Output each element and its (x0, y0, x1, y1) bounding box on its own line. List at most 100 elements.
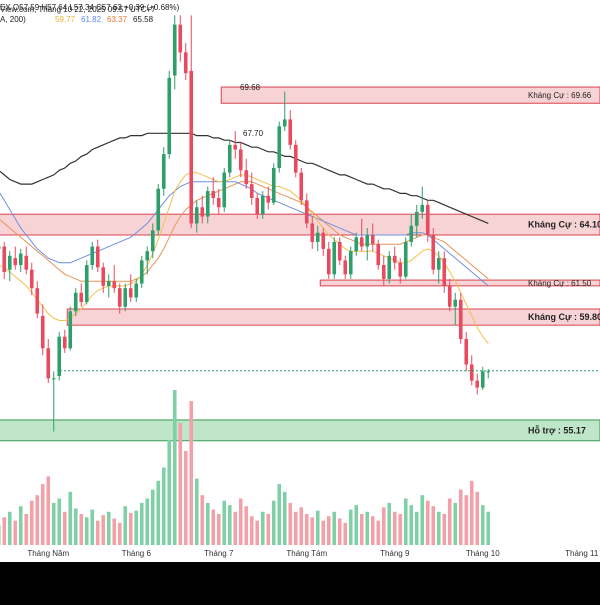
volume-bar (84, 517, 89, 545)
volume-bar (205, 502, 210, 545)
x-axis-band (0, 545, 600, 562)
candle-body (398, 262, 403, 277)
volume-bar (227, 505, 232, 545)
volume-bar (95, 520, 100, 545)
candle-body (409, 225, 414, 242)
candle-body (46, 348, 51, 379)
candle-body (486, 371, 491, 373)
volume-bar (436, 511, 441, 545)
candle-body (442, 258, 447, 286)
price-annotation: 69.68 (240, 83, 261, 92)
volume-bar (359, 514, 364, 545)
volume-bar (123, 506, 128, 545)
volume-bar (365, 511, 370, 545)
volume-bar (431, 506, 436, 545)
zone-rect (66, 308, 600, 326)
volume-bar (150, 489, 155, 545)
header-ohlc: EX O57.59 H57.64 L57.34 C57.63 +0.39 (+0… (0, 3, 180, 12)
candle-body (414, 211, 419, 226)
candle-body (200, 207, 205, 217)
candle-body (458, 299, 463, 340)
volume-bar (299, 507, 304, 545)
candle-body (150, 230, 155, 252)
candle-body (35, 288, 40, 314)
candle-body (238, 149, 243, 171)
volume-bar (24, 514, 29, 545)
volume-bar (255, 520, 260, 545)
volume-bar (447, 498, 452, 545)
candle-body (464, 339, 469, 365)
candle-body (68, 311, 73, 349)
zone-label: Hỗ trợ : 55.17 (528, 425, 586, 435)
candle-body (365, 235, 370, 247)
candle-body (106, 281, 111, 286)
candle-body (0, 246, 1, 249)
candle-body (7, 255, 12, 270)
candle-body (370, 235, 375, 245)
candle-body (79, 292, 84, 303)
candle-body (95, 246, 100, 268)
candle-body (266, 195, 271, 203)
header-ma-value: 59.77 (55, 15, 76, 24)
candle-body (282, 119, 287, 127)
volume-bar (337, 518, 342, 545)
volume-bar (475, 491, 480, 545)
header-line-1: View.com, Tháng 10 22, 2025 09:57 UTC+7 (0, 5, 156, 14)
candle-body (139, 260, 144, 284)
volume-bar (46, 476, 51, 545)
volume-bar (18, 506, 23, 545)
ma-orange-line (0, 181, 489, 282)
volume-bar (178, 423, 183, 545)
volume-bar (486, 511, 491, 545)
volume-bar (35, 495, 40, 545)
candle-body (480, 371, 485, 388)
volume-bar (62, 511, 67, 545)
candle-body (227, 144, 232, 173)
volume-bar (282, 491, 287, 545)
candle-body (315, 232, 320, 242)
volume-bar (161, 467, 166, 545)
x-axis-label: Tháng Năm (27, 549, 69, 558)
candle-body (123, 288, 128, 307)
candle-body (343, 260, 348, 275)
candle-body (304, 200, 309, 224)
volume-bar (156, 480, 161, 545)
candle-body (376, 244, 381, 266)
candle-body (51, 378, 56, 380)
volume-bar (244, 506, 249, 545)
candle-body (271, 167, 276, 203)
volume-bar (51, 502, 56, 545)
zone-label: Kháng Cự : 59.80 (528, 312, 600, 322)
candle-body (255, 198, 260, 215)
volume-bar (315, 510, 320, 545)
candle-body (249, 184, 254, 199)
volume-bar (348, 509, 353, 545)
candle-body (425, 204, 430, 235)
x-axis-label: Tháng 11 (565, 549, 599, 558)
candle-body (73, 292, 78, 312)
volume-bar (326, 516, 331, 545)
candle-body (13, 258, 18, 266)
candle-body (233, 144, 238, 150)
candle-body (453, 299, 458, 307)
zone-rect (0, 213, 600, 236)
candle-body (183, 52, 188, 74)
volume-bar (134, 510, 139, 545)
candle-body (205, 191, 210, 217)
volume-bar (117, 522, 122, 545)
candle-body (24, 255, 29, 270)
header-title: View.com, Tháng 10 22, 2025 09:57 UTC+7 (0, 5, 156, 14)
volume-bar (277, 484, 282, 545)
candle-body (381, 265, 386, 279)
candle-body (475, 380, 480, 388)
volume-bar (381, 507, 386, 545)
candle-body (145, 251, 150, 261)
volume-bar (222, 500, 227, 545)
candle-body (194, 207, 199, 224)
candle-body (211, 191, 216, 199)
volume-bar (293, 511, 298, 545)
volume-bar (189, 401, 194, 545)
candle-body (321, 232, 326, 249)
header-ma-label: A, 200) (0, 15, 26, 24)
